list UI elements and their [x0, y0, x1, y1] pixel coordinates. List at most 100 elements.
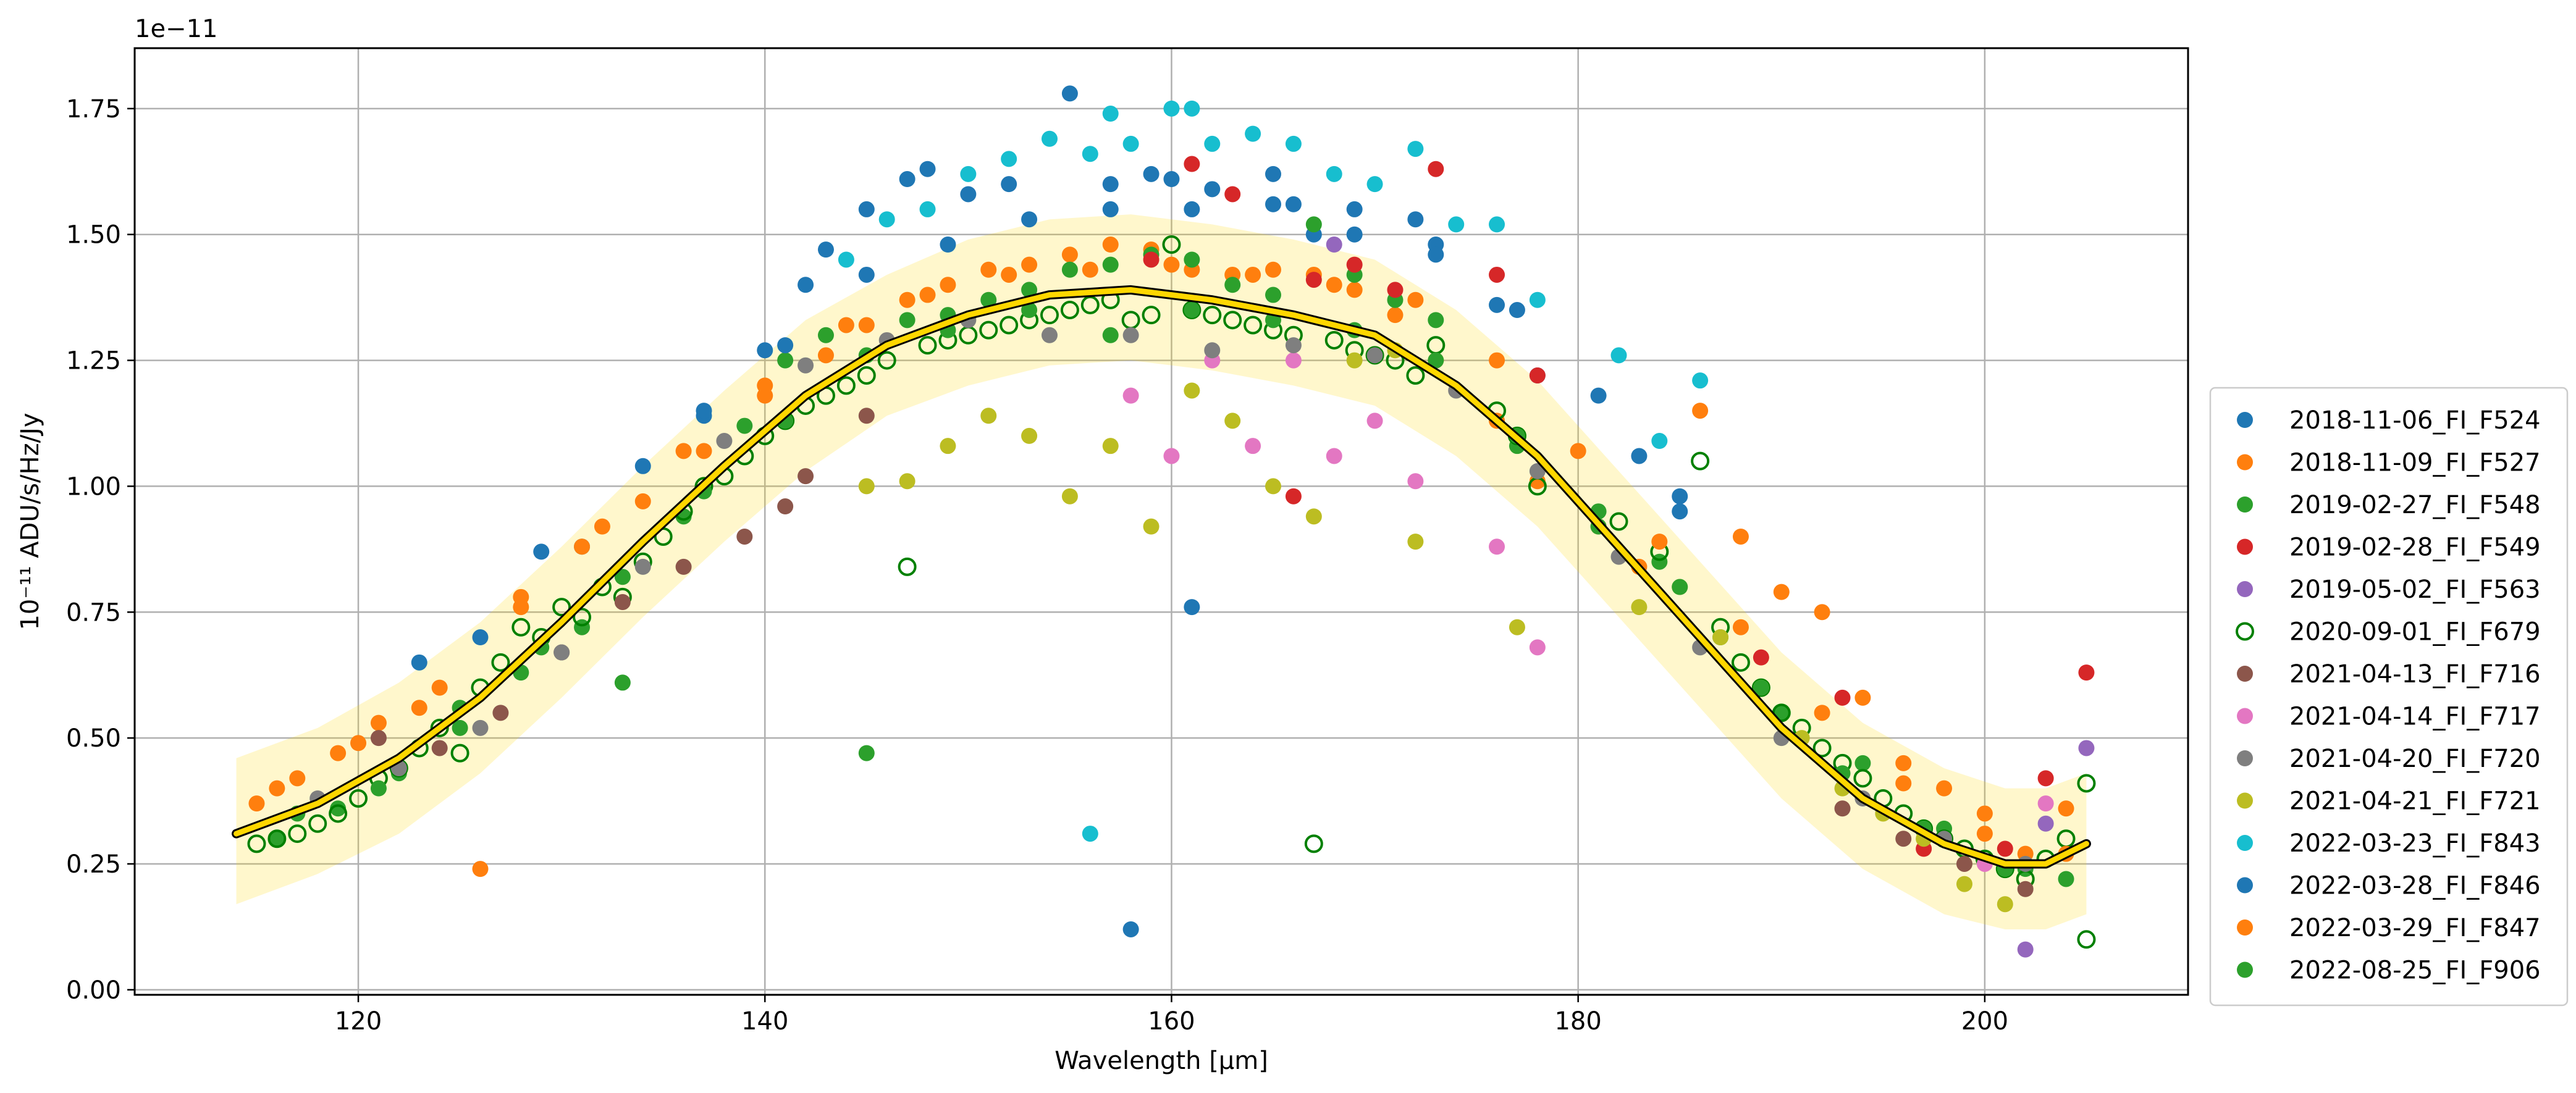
data-point [878, 211, 895, 228]
data-point [1102, 176, 1119, 193]
data-point [1305, 508, 1322, 525]
legend: 2018-11-06_FI_F524 2018-11-09_FI_F527 2019… [2209, 387, 2569, 1007]
data-point [614, 593, 631, 610]
data-point [1326, 277, 1342, 293]
data-point [777, 498, 794, 515]
data-point [899, 291, 915, 308]
y-tick-label: 0.00 [66, 976, 121, 1005]
data-point [1854, 689, 1871, 706]
data-point [1265, 261, 1282, 278]
legend-marker [2236, 622, 2254, 641]
data-point [1021, 302, 1038, 319]
data-point [1956, 855, 1972, 872]
data-point [798, 357, 814, 374]
data-point [1163, 448, 1180, 464]
data-point [1162, 235, 1181, 254]
data-point [1203, 306, 1222, 325]
data-point [1143, 165, 1160, 182]
data-point [1406, 366, 1425, 385]
y-tick-label: 1.00 [66, 472, 121, 501]
data-point [2017, 881, 2034, 897]
legend-box [2209, 387, 2569, 1007]
data-point [452, 719, 468, 736]
data-point [574, 538, 591, 555]
y-tick-label: 1.50 [66, 221, 121, 249]
data-point [1061, 246, 1078, 263]
data-point [1428, 161, 1444, 177]
data-point [980, 261, 997, 278]
data-point [2017, 941, 2034, 958]
data-point [1041, 327, 1058, 343]
data-point [857, 366, 876, 385]
data-point [330, 745, 347, 761]
data-point [1061, 261, 1078, 278]
data-point [1610, 347, 1627, 364]
series-2022-03-28_FI_F846 [696, 196, 1688, 505]
data-point [1346, 226, 1363, 243]
legend-label: 2018-11-09_FI_F527 [2289, 449, 2541, 477]
data-point [1997, 840, 2013, 857]
data-point [1102, 201, 1119, 217]
data-point [634, 458, 651, 474]
data-point [1814, 604, 1830, 621]
data-point [836, 376, 856, 395]
data-point [1326, 448, 1342, 464]
data-point [1122, 135, 1139, 152]
data-point [472, 719, 489, 736]
data-point [1082, 261, 1098, 278]
data-point [1489, 216, 1505, 233]
data-point [858, 201, 875, 217]
data-point [918, 336, 937, 355]
data-point [370, 730, 387, 747]
data-point [1651, 433, 1668, 450]
data-point [1285, 135, 1302, 152]
legend-marker [2237, 496, 2253, 513]
data-point [1021, 282, 1038, 298]
data-point [899, 312, 915, 329]
legend-marker [2237, 919, 2253, 936]
data-point [1529, 639, 1546, 656]
plot-frame [133, 47, 2189, 996]
y-tick-label: 1.25 [66, 347, 121, 375]
x-axis-label: Wavelength [μm] [1054, 1047, 1268, 1075]
data-point [1407, 473, 1424, 490]
x-tick-label: 180 [1554, 1007, 1601, 1036]
data-point [247, 834, 266, 853]
data-point [817, 327, 834, 343]
data-point [1773, 584, 1790, 600]
data-point [2078, 664, 2095, 681]
data-point [269, 831, 285, 847]
data-point [919, 201, 936, 217]
data-point [1753, 679, 1769, 696]
series-2021-04-14_FI_F717 [1122, 352, 2054, 872]
data-point [1489, 352, 1505, 369]
data-point [1631, 599, 1648, 616]
data-point [1021, 427, 1038, 444]
data-point [1285, 337, 1302, 354]
data-point [1060, 301, 1079, 320]
data-point [370, 714, 387, 731]
data-point [1812, 739, 1832, 758]
data-point [1346, 282, 1363, 298]
data-point [1102, 327, 1119, 343]
data-point [289, 770, 306, 787]
legend-label: 2022-03-28_FI_F846 [2289, 872, 2541, 900]
data-point [573, 608, 592, 627]
data-point [1305, 216, 1322, 233]
data-point [1346, 352, 1363, 369]
data-point [1976, 805, 1993, 822]
data-point [675, 443, 692, 459]
data-point [1204, 181, 1221, 198]
series-2022-03-29_FI_F847 [269, 256, 2074, 862]
data-point [614, 569, 631, 585]
data-point [1224, 277, 1241, 293]
data-point [1570, 443, 1586, 459]
legend-marker [2237, 792, 2253, 809]
legend-label: 2021-04-20_FI_F720 [2289, 745, 2541, 773]
data-point [2077, 774, 2096, 793]
data-point [757, 342, 773, 359]
data-point [858, 745, 875, 761]
data-point [533, 543, 550, 560]
data-point [1082, 826, 1098, 842]
